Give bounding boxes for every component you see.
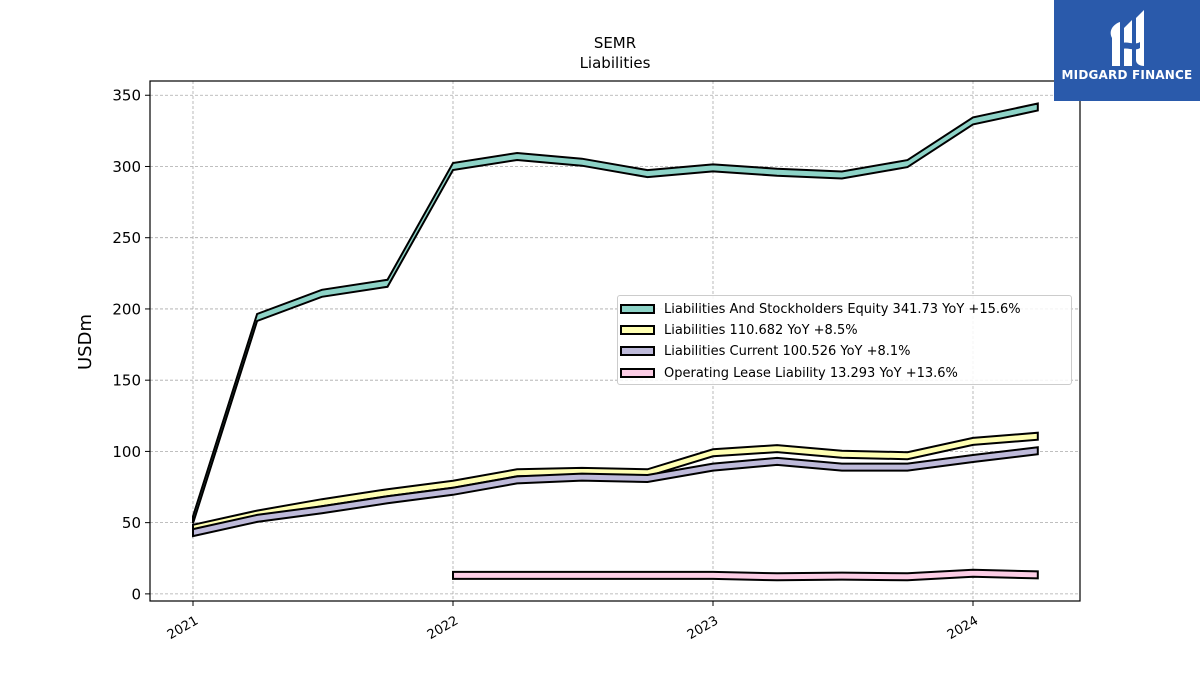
legend-swatch-lease xyxy=(620,368,655,378)
legend: Liabilities And Stockholders Equity 341.… xyxy=(617,295,1072,385)
y-tick-label: 0 xyxy=(131,585,141,603)
y-tick-label: 300 xyxy=(112,158,141,176)
series-band xyxy=(452,568,1039,582)
legend-swatch-liabilities xyxy=(620,325,655,335)
logo-mark-icon xyxy=(1110,10,1144,66)
legend-label-lease: Operating Lease Liability 13.293 YoY +13… xyxy=(664,365,958,381)
series-2 xyxy=(192,446,1039,538)
legend-item-current: Liabilities Current 100.526 YoY +8.1% xyxy=(618,341,911,361)
chart-title: SEMR xyxy=(594,34,636,52)
chart-subtitle: Liabilities xyxy=(580,54,651,72)
legend-item-liabilities: Liabilities 110.682 YoY +8.5% xyxy=(618,320,858,340)
series-band xyxy=(192,446,1039,538)
series-3 xyxy=(452,568,1039,582)
series-0 xyxy=(192,102,1039,524)
logo-text: MIDGARD FINANCE xyxy=(1061,68,1193,82)
legend-label-liabilities: Liabilities 110.682 YoY +8.5% xyxy=(664,322,858,338)
y-axis-label: USDm xyxy=(75,314,96,370)
y-tick-label: 350 xyxy=(112,87,141,105)
y-tick-label: 150 xyxy=(112,372,141,390)
x-tick-label: 2024 xyxy=(945,613,981,643)
legend-item-lease: Operating Lease Liability 13.293 YoY +13… xyxy=(618,363,958,383)
x-tick-label: 2021 xyxy=(165,613,201,643)
legend-swatch-current xyxy=(620,346,655,356)
legend-swatch-equity xyxy=(620,304,655,314)
legend-item-equity: Liabilities And Stockholders Equity 341.… xyxy=(618,299,1021,319)
legend-label-current: Liabilities Current 100.526 YoY +8.1% xyxy=(664,343,911,359)
series-band xyxy=(192,102,1039,524)
y-tick-label: 250 xyxy=(112,229,141,247)
x-tick-label: 2022 xyxy=(425,613,461,643)
brand-logo: MIDGARD FINANCE xyxy=(1054,0,1200,101)
series-layer xyxy=(192,102,1039,582)
plot-frame xyxy=(149,80,1081,602)
legend-label-equity: Liabilities And Stockholders Equity 341.… xyxy=(664,301,1021,317)
y-tick-label: 100 xyxy=(112,443,141,461)
y-tick-label: 200 xyxy=(112,300,141,318)
y-tick-label: 50 xyxy=(122,514,141,532)
x-tick-label: 2023 xyxy=(685,613,721,643)
